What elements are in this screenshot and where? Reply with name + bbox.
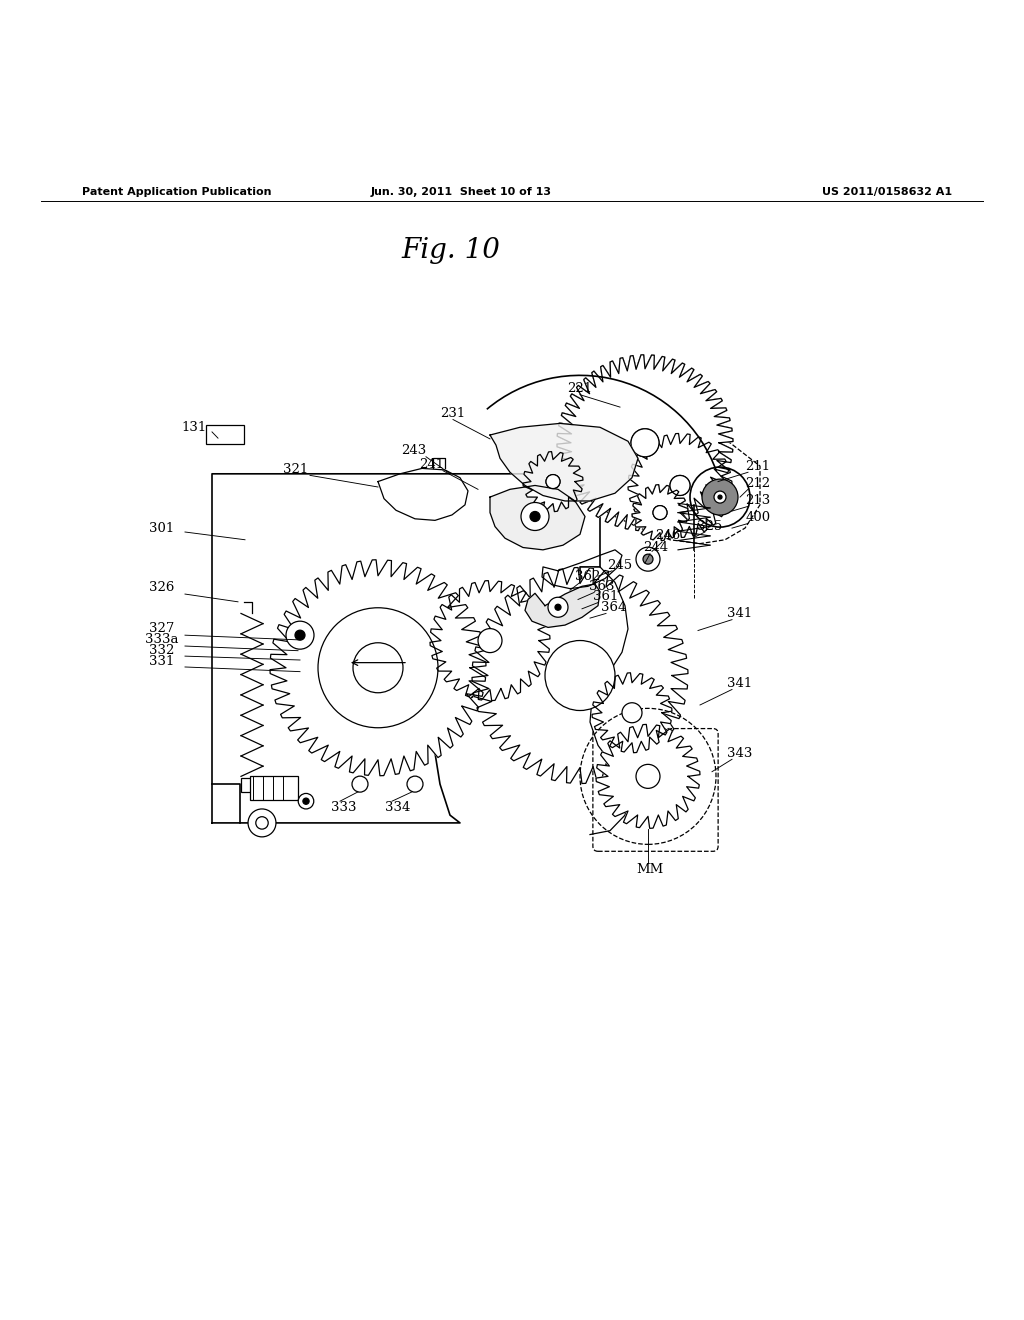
Text: 321: 321 bbox=[284, 463, 308, 477]
Polygon shape bbox=[490, 486, 585, 550]
Circle shape bbox=[530, 511, 540, 521]
Text: 364: 364 bbox=[601, 601, 627, 614]
Polygon shape bbox=[523, 451, 583, 512]
Text: 246: 246 bbox=[655, 529, 681, 543]
Circle shape bbox=[718, 495, 722, 499]
Circle shape bbox=[298, 793, 313, 809]
Text: Fig. 10: Fig. 10 bbox=[401, 236, 500, 264]
Polygon shape bbox=[592, 673, 672, 752]
Text: 212: 212 bbox=[745, 477, 771, 490]
Polygon shape bbox=[628, 433, 732, 537]
Text: 400: 400 bbox=[745, 511, 771, 524]
Circle shape bbox=[653, 506, 667, 520]
Circle shape bbox=[555, 605, 561, 610]
Polygon shape bbox=[557, 355, 733, 531]
Circle shape bbox=[690, 467, 750, 527]
Text: 231: 231 bbox=[440, 407, 466, 420]
Circle shape bbox=[546, 475, 560, 488]
Text: 333: 333 bbox=[331, 801, 356, 814]
Circle shape bbox=[352, 776, 368, 792]
Text: 326: 326 bbox=[150, 581, 175, 594]
Polygon shape bbox=[490, 424, 638, 502]
Text: 361: 361 bbox=[593, 590, 618, 603]
Circle shape bbox=[478, 628, 502, 652]
Text: 131: 131 bbox=[181, 421, 207, 434]
Text: Jun. 30, 2011  Sheet 10 of 13: Jun. 30, 2011 Sheet 10 of 13 bbox=[371, 187, 551, 197]
Bar bbox=[241, 777, 263, 792]
Circle shape bbox=[622, 702, 642, 723]
Text: 245: 245 bbox=[607, 558, 633, 572]
Text: 334: 334 bbox=[385, 801, 411, 814]
FancyBboxPatch shape bbox=[593, 729, 718, 851]
Circle shape bbox=[631, 429, 659, 457]
Text: 341: 341 bbox=[727, 677, 753, 690]
Circle shape bbox=[303, 799, 309, 804]
Text: 332: 332 bbox=[150, 644, 175, 657]
Text: US 2011/0158632 A1: US 2011/0158632 A1 bbox=[822, 187, 952, 197]
Circle shape bbox=[545, 640, 615, 710]
Circle shape bbox=[248, 809, 275, 837]
Circle shape bbox=[562, 657, 598, 693]
Circle shape bbox=[548, 597, 568, 618]
Polygon shape bbox=[270, 560, 486, 776]
Text: Patent Application Publication: Patent Application Publication bbox=[82, 187, 271, 197]
Circle shape bbox=[714, 491, 726, 503]
Circle shape bbox=[407, 776, 423, 792]
Bar bbox=[250, 776, 298, 800]
Circle shape bbox=[670, 475, 690, 495]
Text: 211: 211 bbox=[745, 459, 771, 473]
Text: 241: 241 bbox=[420, 458, 444, 471]
Circle shape bbox=[295, 630, 305, 640]
Polygon shape bbox=[632, 484, 688, 541]
Polygon shape bbox=[523, 451, 583, 512]
Circle shape bbox=[702, 479, 738, 515]
Text: 221: 221 bbox=[567, 381, 593, 395]
Circle shape bbox=[521, 503, 549, 531]
Polygon shape bbox=[628, 433, 732, 537]
Text: 243: 243 bbox=[401, 444, 427, 457]
Polygon shape bbox=[596, 725, 700, 829]
Circle shape bbox=[653, 506, 667, 520]
Text: 325: 325 bbox=[697, 520, 723, 533]
Circle shape bbox=[643, 554, 653, 564]
Circle shape bbox=[546, 475, 560, 488]
Text: 363: 363 bbox=[589, 579, 614, 593]
Text: 301: 301 bbox=[150, 521, 175, 535]
Text: 327: 327 bbox=[150, 623, 175, 635]
Circle shape bbox=[631, 429, 659, 457]
Polygon shape bbox=[472, 568, 688, 784]
Polygon shape bbox=[632, 484, 688, 541]
Text: 333a: 333a bbox=[145, 634, 179, 647]
Polygon shape bbox=[430, 581, 550, 701]
Text: 331: 331 bbox=[150, 655, 175, 668]
Text: 343: 343 bbox=[727, 747, 753, 759]
Bar bbox=[206, 425, 244, 445]
Text: 244: 244 bbox=[643, 541, 669, 554]
Circle shape bbox=[670, 475, 690, 495]
Text: 341: 341 bbox=[727, 607, 753, 620]
Circle shape bbox=[636, 548, 660, 572]
Polygon shape bbox=[557, 355, 733, 531]
Circle shape bbox=[353, 643, 403, 693]
Text: 213: 213 bbox=[745, 494, 771, 507]
Circle shape bbox=[636, 764, 660, 788]
Polygon shape bbox=[525, 583, 600, 627]
Text: 362: 362 bbox=[575, 570, 601, 582]
Polygon shape bbox=[212, 474, 600, 822]
Circle shape bbox=[286, 622, 314, 649]
Circle shape bbox=[256, 817, 268, 829]
Text: MM: MM bbox=[636, 863, 664, 876]
Polygon shape bbox=[578, 428, 760, 544]
